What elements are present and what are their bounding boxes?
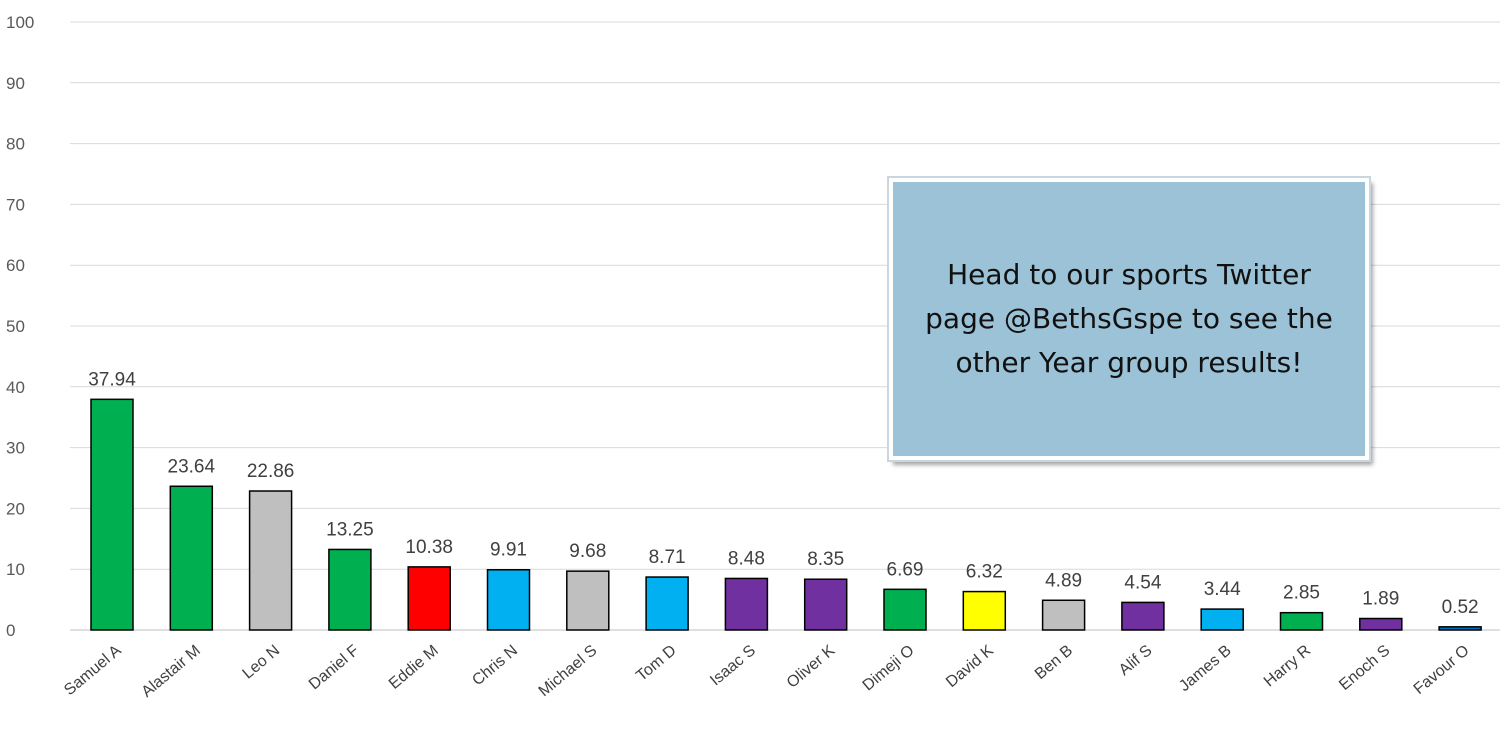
- category-label: Isaac S: [707, 642, 759, 689]
- data-label: 1.89: [1362, 589, 1399, 610]
- gridlines: [70, 21, 1500, 631]
- category-label: David K: [943, 642, 997, 691]
- bar: [90, 398, 134, 631]
- y-tick-label: 80: [6, 135, 25, 154]
- data-label: 4.54: [1124, 572, 1161, 593]
- data-label: 8.71: [649, 547, 686, 568]
- bar: [1279, 611, 1324, 631]
- category-label: Leo N: [240, 642, 284, 682]
- bar: [1200, 608, 1244, 631]
- bar: [1359, 617, 1403, 631]
- y-axis-ticks: 0 10 20 30 40 50 60 70 80 90 100: [6, 13, 34, 640]
- bar: [724, 577, 769, 631]
- bar: [248, 490, 293, 631]
- callout-text: Head to our sports Twitter page @BethsGs…: [925, 258, 1333, 379]
- y-tick-label: 50: [6, 317, 25, 336]
- bar: [962, 590, 1007, 631]
- bar: [1438, 626, 1482, 631]
- bar: [803, 578, 848, 631]
- y-tick-label: 10: [6, 560, 25, 579]
- bar: [645, 576, 689, 631]
- y-tick-label: 90: [6, 74, 25, 93]
- y-tick-label: 60: [6, 256, 25, 275]
- data-label: 3.44: [1204, 579, 1241, 600]
- category-label: Eddie M: [386, 642, 442, 693]
- category-label: Favour O: [1411, 642, 1473, 698]
- bar: [486, 568, 531, 631]
- category-label: Chris N: [469, 642, 521, 689]
- bar: [566, 570, 610, 631]
- y-tick-label: 0: [6, 621, 15, 640]
- category-label: Michael S: [536, 642, 601, 700]
- y-tick-label: 70: [6, 195, 25, 214]
- bars: [90, 398, 1482, 631]
- data-label: 4.89: [1045, 570, 1082, 591]
- data-label: 8.35: [807, 549, 844, 570]
- category-label: Samuel A: [61, 642, 125, 699]
- y-tick-label: 30: [6, 439, 25, 458]
- y-tick-label: 40: [6, 378, 25, 397]
- data-label: 6.69: [887, 559, 924, 580]
- bar: [883, 588, 927, 631]
- bar: [407, 566, 451, 631]
- data-label: 10.38: [405, 537, 453, 558]
- bar: [1041, 599, 1086, 631]
- category-label: Enoch S: [1336, 642, 1393, 694]
- data-label: 37.94: [88, 369, 136, 390]
- data-label: 13.25: [326, 519, 374, 540]
- data-label: 0.52: [1442, 597, 1479, 618]
- category-label: Tom D: [633, 642, 679, 685]
- category-labels: Samuel A Alastair M Leo N Daniel F Eddie M Ch…: [61, 642, 1472, 701]
- data-label: 9.68: [569, 541, 606, 562]
- bar: [328, 548, 372, 631]
- category-label: Alif S: [1116, 642, 1156, 679]
- category-label: Alastair M: [138, 642, 203, 701]
- category-label: Dimeji O: [860, 642, 918, 694]
- category-label: Oliver K: [784, 642, 839, 692]
- data-label: 9.91: [490, 540, 527, 561]
- bar: [1121, 601, 1165, 631]
- data-label: 6.32: [966, 562, 1003, 583]
- category-label: Ben B: [1032, 642, 1076, 683]
- category-label: Harry R: [1261, 642, 1314, 690]
- data-label: 23.64: [168, 456, 216, 477]
- y-tick-label: 100: [6, 13, 34, 32]
- category-label: James B: [1176, 642, 1235, 695]
- bar: [169, 485, 214, 631]
- data-label: 2.85: [1283, 583, 1320, 604]
- data-label: 8.48: [728, 548, 765, 569]
- twitter-callout: Head to our sports Twitter page @BethsGs…: [889, 178, 1369, 460]
- data-label: 22.86: [247, 461, 295, 482]
- data-labels: 37.94 23.64 22.86 13.25 10.38 9.91 9.68 8.71 8.4…: [88, 369, 1478, 618]
- category-label: Daniel F: [306, 642, 363, 693]
- y-tick-label: 20: [6, 499, 25, 518]
